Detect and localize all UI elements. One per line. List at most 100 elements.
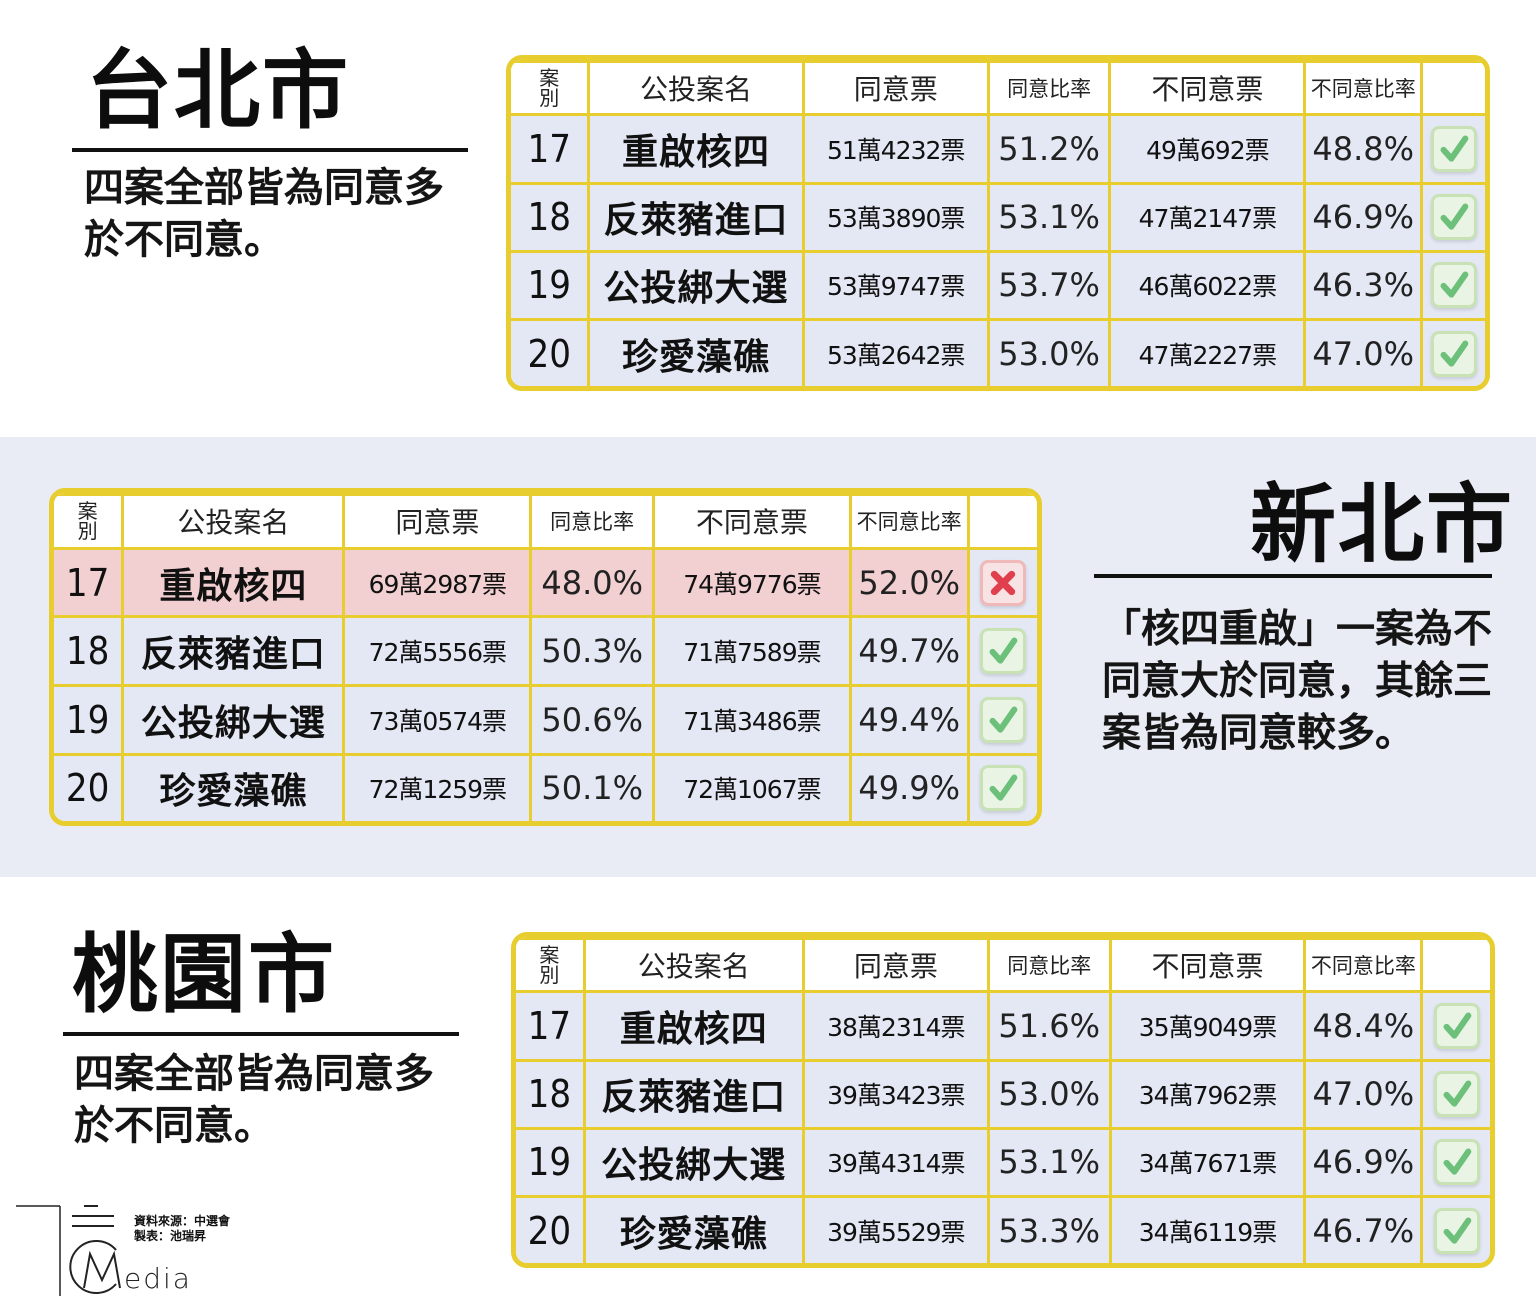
disagree-votes: 46萬6022票 [1108,249,1307,322]
header-mark [966,493,1037,550]
header-case-label: 案別 [539,66,560,111]
header-agree: 同意票 [801,937,990,994]
disagree-rate: 46.3% [1303,249,1424,322]
disagree-votes: 34萬6119票 [1108,1195,1307,1263]
header-agree-label: 同意票 [853,950,938,984]
taoyuan-rule [63,1032,459,1036]
result-mark-cell [966,546,1037,619]
table-row: 17 重啟核四 51萬4232票 51.2% 49萬692票 48.8% [511,113,1485,185]
header-case: 案別 [511,60,591,117]
case-number: 17 [511,113,591,185]
header-disagree-rate-label: 不同意比率 [856,510,962,535]
referendum-name: 公投綁大選 [121,684,346,756]
header-disagree-label: 不同意票 [1151,950,1264,984]
agree-rate: 53.1% [986,181,1112,253]
referendum-name: 重啟核四 [582,990,805,1062]
source-credit: 資料來源：中選會 [134,1214,231,1228]
table-header-row: 案別 公投案名 同意票 同意比率 不同意票 不同意比率 [54,493,1037,550]
check-icon [1431,194,1478,241]
agree-rate: 53.7% [986,249,1112,322]
referendum-table: 案別 公投案名 同意票 同意比率 不同意票 不同意比率 17 重啟核四 69萬2987票 48.0… [54,493,1037,821]
disagree-votes: 34萬7962票 [1108,1058,1307,1130]
header-disagree-rate: 不同意比率 [1303,937,1424,994]
table-row: 17 重啟核四 69萬2987票 48.0% 74萬9776票 52.0% [54,546,1037,619]
taipei-table: 案別 公投案名 同意票 同意比率 不同意票 不同意比率 17 重啟核四 51萬4232票 51.2… [506,55,1490,391]
header-agree: 同意票 [801,60,990,117]
table-header-row: 案別 公投案名 同意票 同意比率 不同意票 不同意比率 [516,937,1490,994]
table-row: 20 珍愛藻礁 53萬2642票 53.0% 47萬2227票 47.0% [511,318,1485,386]
agree-votes: 53萬3890票 [801,181,990,253]
result-mark-cell [966,615,1037,687]
header-agree-rate-label: 同意比率 [1007,77,1092,102]
result-mark-cell [1420,249,1485,322]
credit-block: 資料來源：中選會 製表：池瑞昇 [134,1214,230,1244]
table-row: 19 公投綁大選 39萬4314票 53.1% 34萬7671票 46.9% [516,1126,1490,1199]
taoyuan-title: 桃園市 [72,924,336,1025]
header-mark [1420,60,1485,117]
agree-rate: 53.0% [986,1058,1112,1130]
referendum-table: 案別 公投案名 同意票 同意比率 不同意票 不同意比率 17 重啟核四 38萬2314票 51.6… [516,937,1490,1263]
new-taipei-rule [1094,574,1492,578]
header-disagree: 不同意票 [1108,60,1307,117]
agree-rate: 50.3% [529,615,656,687]
agree-rate: 53.0% [986,318,1112,386]
disagree-rate: 49.7% [848,615,970,687]
header-name: 公投案名 [121,493,346,550]
agree-votes: 73萬0574票 [342,684,533,756]
result-mark-cell [1420,113,1485,185]
table-row: 18 反萊豬進口 53萬3890票 53.1% 47萬2147票 46.9% [511,181,1485,253]
referendum-table: 案別 公投案名 同意票 同意比率 不同意票 不同意比率 17 重啟核四 51萬4232票 51.2… [511,60,1485,386]
referendum-name: 重啟核四 [121,546,346,619]
case-number: 19 [516,1126,586,1199]
header-disagree: 不同意票 [1108,937,1307,994]
table-row: 19 公投綁大選 53萬9747票 53.7% 46萬6022票 46.3% [511,249,1485,322]
case-number: 18 [54,615,125,687]
table-header-row: 案別 公投案名 同意票 同意比率 不同意票 不同意比率 [511,60,1485,117]
cm-media-logo [16,1205,121,1296]
header-agree-rate: 同意比率 [986,60,1112,117]
agree-votes: 39萬3423票 [801,1058,990,1130]
taoyuan-table: 案別 公投案名 同意票 同意比率 不同意票 不同意比率 17 重啟核四 38萬2314票 51.6… [511,932,1495,1268]
referendum-name: 反萊豬進口 [121,615,346,687]
agree-rate: 51.2% [986,113,1112,185]
agree-votes: 39萬5529票 [801,1195,990,1263]
referendum-name: 公投綁大選 [587,249,805,322]
header-name: 公投案名 [587,60,805,117]
result-mark-cell [1420,181,1485,253]
referendum-name: 公投綁大選 [582,1126,805,1199]
check-icon [1431,330,1478,377]
agree-votes: 72萬5556票 [342,615,533,687]
check-icon [1431,262,1478,309]
header-case: 案別 [516,937,586,994]
case-number: 20 [511,318,591,386]
disagree-rate: 49.4% [848,684,970,756]
table-row: 17 重啟核四 38萬2314票 51.6% 35萬9049票 48.4% [516,990,1490,1062]
result-mark-cell [966,684,1037,756]
new-taipei-summary: 「核四重啟」一案為不同意大於同意，其餘三案皆為同意較多。 [1102,607,1493,756]
header-agree-label: 同意票 [853,73,938,107]
taipei-title: 台北市 [86,40,350,141]
disagree-rate: 48.8% [1303,113,1424,185]
agree-rate: 53.1% [986,1126,1112,1199]
disagree-votes: 71萬7589票 [652,615,852,687]
disagree-rate: 48.4% [1303,990,1424,1062]
cross-icon [980,559,1027,606]
disagree-votes: 49萬692票 [1108,113,1307,185]
disagree-votes: 47萬2227票 [1108,318,1307,386]
agree-votes: 53萬9747票 [801,249,990,322]
check-icon [1433,1002,1480,1049]
new-taipei-title: 新北市 [1250,474,1514,575]
taipei-summary: 四案全部皆為同意多於不同意。 [84,165,444,263]
agree-rate: 50.6% [529,684,656,756]
check-icon [1433,1071,1480,1118]
header-case-label: 案別 [539,943,560,988]
check-icon [1431,125,1478,172]
agree-votes: 51萬4232票 [801,113,990,185]
header-agree-label: 同意票 [395,506,480,540]
referendum-name: 反萊豬進口 [582,1058,805,1130]
case-number: 17 [516,990,586,1062]
agree-votes: 72萬1259票 [342,752,533,821]
disagree-votes: 34萬7671票 [1108,1126,1307,1199]
logo-wordmark: edia [124,1262,192,1295]
check-icon [980,696,1027,743]
